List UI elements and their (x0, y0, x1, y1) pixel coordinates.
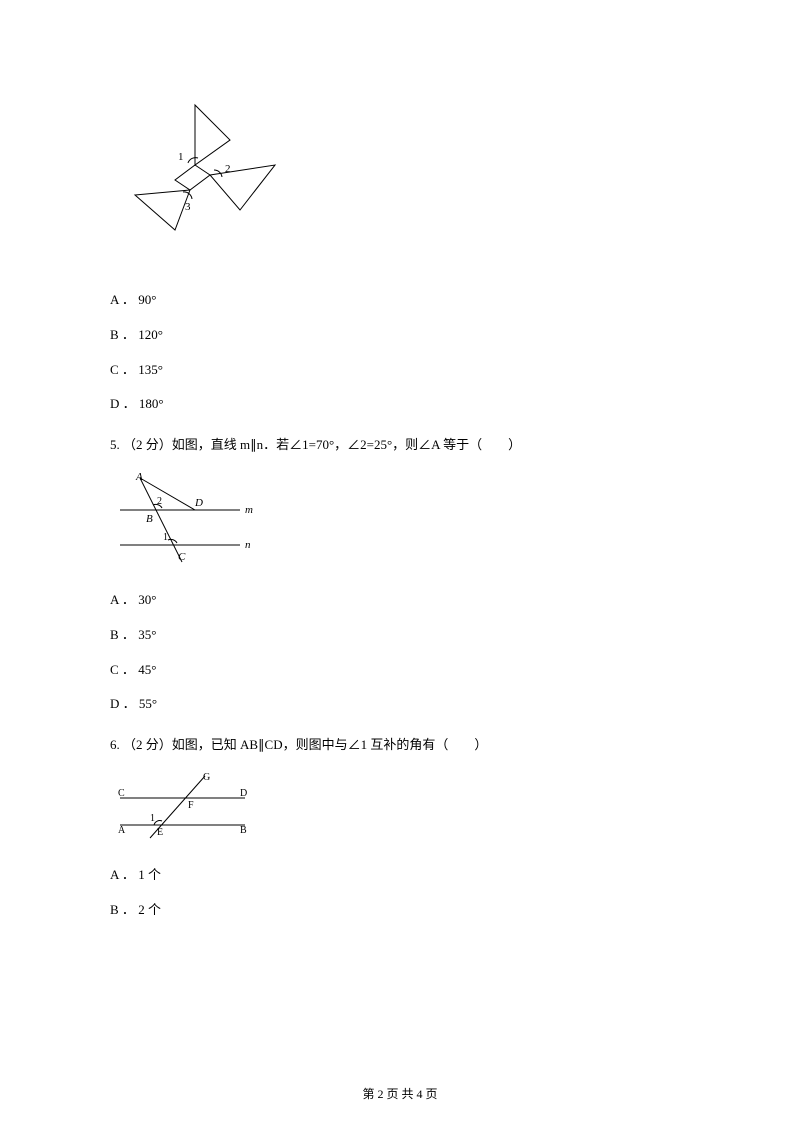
option-dot: ． (122, 867, 135, 882)
option-dot: ． (123, 696, 136, 711)
option-value: 55° (139, 696, 157, 711)
line-n: n (245, 539, 251, 551)
parallel-lines-diagram: A B C D m n 2 1 (110, 470, 280, 570)
option-value: 135° (138, 362, 163, 377)
angle-1-label: 1 (178, 151, 184, 163)
option-label: D (110, 696, 119, 711)
option-dot: ． (122, 662, 135, 677)
option-dot: ． (122, 362, 135, 377)
option-value: 2 个 (138, 902, 161, 917)
option-label: A (110, 292, 119, 307)
supplementary-diagram: A B C D E F G 1 (110, 770, 270, 845)
point-d: D (240, 788, 247, 799)
point-d: D (194, 497, 203, 509)
option-value: 30° (138, 592, 156, 607)
point-c: C (178, 551, 186, 563)
q5-option-d: D ． 55° (110, 694, 690, 715)
option-value: 90° (138, 292, 156, 307)
q4-option-c: C ． 135° (110, 360, 690, 381)
option-value: 120° (138, 327, 163, 342)
point-a: A (135, 471, 143, 483)
option-dot: ． (122, 327, 135, 342)
angle-2-label: 2 (225, 163, 231, 175)
point-c: C (118, 788, 125, 799)
q6-stem: 6. （2 分）如图，已知 AB∥CD，则图中与∠1 互补的角有（ ） (110, 735, 690, 756)
point-f: F (188, 800, 194, 811)
q5-stem: 5. （2 分）如图，直线 m∥n．若∠1=70°，∠2=25°，则∠A 等于（… (110, 435, 690, 456)
option-label: A (110, 592, 119, 607)
page-footer: 第 2 页 共 4 页 (0, 1085, 800, 1102)
q4-option-a: A ． 90° (110, 290, 690, 311)
option-value: 180° (139, 396, 164, 411)
option-value: 1 个 (138, 867, 161, 882)
option-dot: ． (122, 292, 135, 307)
point-e: E (157, 827, 163, 838)
page-content: 1 2 3 A ． 90° B ． 120° C ． 135° D ． 180°… (0, 0, 800, 975)
q5-option-a: A ． 30° (110, 590, 690, 611)
option-dot: ． (123, 396, 136, 411)
option-label: C (110, 362, 119, 377)
point-g: G (203, 772, 210, 783)
angle-3-label: 3 (185, 201, 191, 213)
option-label: B (110, 902, 119, 917)
q5-figure: A B C D m n 2 1 (110, 470, 690, 570)
q4-option-b: B ． 120° (110, 325, 690, 346)
point-a: A (118, 825, 126, 836)
option-value: 45° (138, 662, 156, 677)
q4-option-d: D ． 180° (110, 394, 690, 415)
option-dot: ． (122, 592, 135, 607)
angle-2: 2 (157, 496, 162, 507)
option-label: D (110, 396, 119, 411)
option-label: A (110, 867, 119, 882)
q6-option-b: B ． 2 个 (110, 900, 690, 921)
option-dot: ． (122, 902, 135, 917)
q6-figure: A B C D E F G 1 (110, 770, 690, 845)
q5-option-b: B ． 35° (110, 625, 690, 646)
line-m: m (245, 504, 253, 516)
q4-figure: 1 2 3 (110, 90, 690, 270)
option-dot: ． (122, 627, 135, 642)
angle-1: 1 (150, 813, 155, 824)
option-value: 35° (138, 627, 156, 642)
q6-option-a: A ． 1 个 (110, 865, 690, 886)
angle-1: 1 (163, 532, 168, 543)
option-label: C (110, 662, 119, 677)
option-label: B (110, 327, 119, 342)
option-label: B (110, 627, 119, 642)
q5-option-c: C ． 45° (110, 660, 690, 681)
point-b: B (146, 513, 153, 525)
point-b: B (240, 825, 247, 836)
pinwheel-diagram: 1 2 3 (110, 90, 290, 270)
